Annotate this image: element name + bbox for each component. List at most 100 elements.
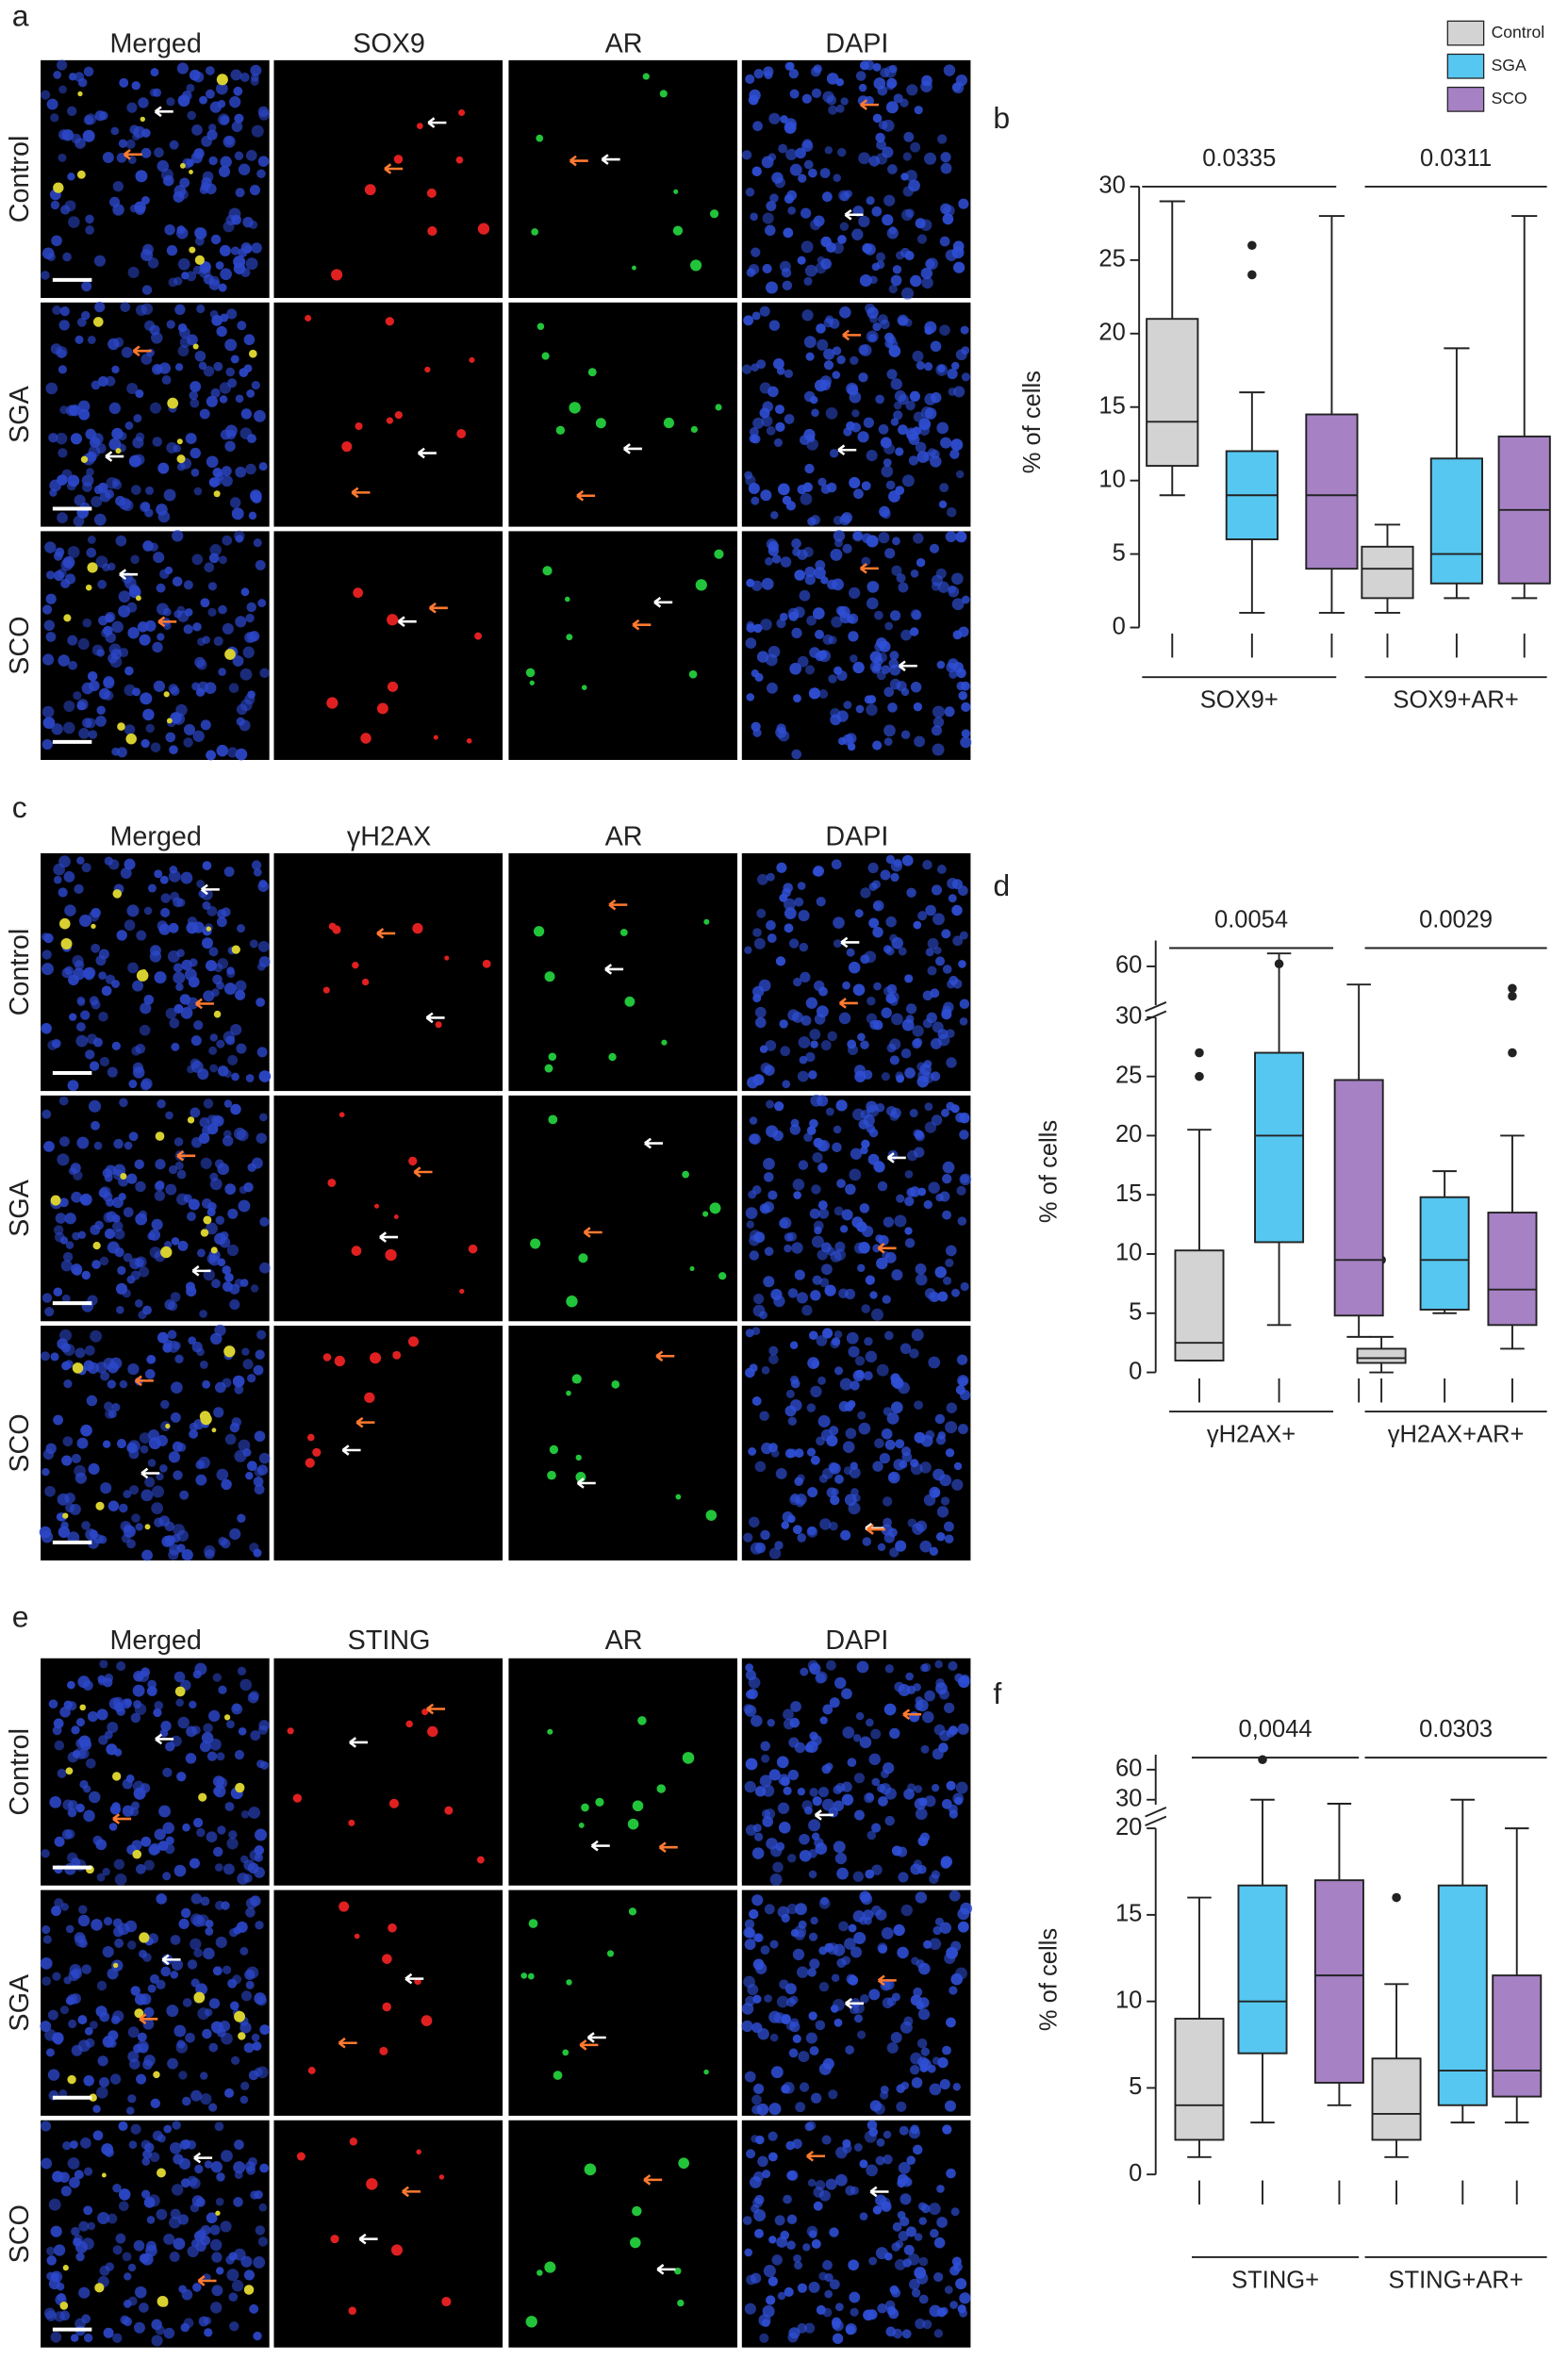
nucleus [254, 1853, 264, 1862]
signal-spot [87, 562, 98, 573]
nucleus [789, 662, 802, 675]
nucleus [98, 949, 109, 960]
nucleus [930, 988, 940, 998]
nucleus [946, 1057, 957, 1068]
nucleus [884, 1664, 894, 1674]
signal-spot [566, 634, 573, 641]
nucleus [930, 2228, 939, 2238]
nucleus [868, 156, 881, 167]
nucleus [848, 631, 859, 642]
arrow [845, 1997, 864, 2009]
nucleus [201, 176, 212, 189]
group-label: STING+AR+ [1388, 2267, 1523, 2293]
nucleus [786, 61, 795, 71]
nucleus [235, 466, 247, 478]
nucleus [188, 976, 200, 988]
signal-spot [352, 962, 359, 969]
nucleus [766, 872, 775, 882]
nucleus [149, 1246, 161, 1259]
nucleus [910, 274, 922, 288]
nucleus [48, 2198, 61, 2211]
nucleus [190, 1938, 202, 1951]
nucleus [892, 536, 900, 546]
nucleus [125, 139, 136, 150]
nucleus [83, 1785, 91, 1793]
nucleus [961, 701, 971, 713]
nucleus [91, 1919, 103, 1931]
nucleus [898, 394, 909, 405]
signal-spot [482, 959, 491, 968]
nucleus [190, 1913, 203, 1925]
micrograph [273, 302, 503, 527]
nucleus [768, 2103, 782, 2116]
nucleus [112, 1220, 124, 1232]
box [1361, 545, 1414, 600]
box [1305, 413, 1359, 570]
nucleus [140, 303, 154, 315]
nucleus [750, 1542, 763, 1555]
nucleus [949, 449, 960, 459]
signal-spot [547, 1470, 556, 1480]
outlier [1258, 1755, 1267, 1765]
nucleus [816, 897, 826, 907]
nucleus [858, 83, 867, 92]
nucleus [890, 1401, 903, 1414]
nucleus [866, 1792, 874, 1801]
nucleus [876, 252, 886, 262]
signal-spot [370, 1352, 382, 1364]
nucleus [251, 860, 262, 870]
nucleus [766, 201, 777, 212]
nucleus [259, 1262, 271, 1274]
nucleus [836, 1179, 846, 1189]
outlier [1195, 1071, 1204, 1081]
nucleus [236, 1043, 247, 1054]
nucleus [810, 2092, 822, 2104]
group-label: γH2AX+ [1207, 1421, 1296, 1447]
nucleus [784, 1448, 796, 1459]
nucleus [808, 1819, 821, 1832]
nucleus [83, 2075, 94, 2087]
nucleus [43, 619, 56, 632]
nucleus [760, 1529, 770, 1541]
nucleus [753, 2083, 765, 2094]
nucleus [257, 940, 270, 952]
nucleus [852, 1871, 865, 1882]
nucleus [157, 159, 169, 173]
nucleus [219, 395, 228, 404]
nucleus [221, 1901, 230, 1910]
nucleus [868, 1753, 881, 1766]
signal-spot [231, 945, 240, 954]
legend-swatch [1446, 86, 1485, 112]
nucleus [144, 1369, 156, 1379]
nucleus [783, 883, 794, 893]
nucleus [828, 2089, 838, 2100]
nucleus [118, 2121, 128, 2132]
nucleus [803, 1132, 813, 1143]
nucleus [851, 1108, 865, 1121]
nucleus [795, 1903, 807, 1916]
nucleus [887, 702, 898, 713]
nucleus [259, 1113, 268, 1122]
nucleus [884, 1439, 896, 1450]
nucleus [763, 2265, 776, 2278]
nucleus [745, 1207, 758, 1219]
nucleus [203, 1947, 215, 1960]
nucleus [69, 1013, 77, 1021]
nucleus [212, 1775, 225, 1788]
nucleus [922, 859, 933, 870]
nucleus [64, 904, 76, 916]
nucleus [212, 974, 223, 985]
nucleus [858, 1422, 871, 1435]
arrow [576, 1477, 596, 1489]
nucleus [781, 1521, 790, 1529]
signal-spot [627, 1818, 639, 1830]
nucleus [190, 1035, 202, 1047]
nucleus [57, 1153, 70, 1166]
nucleus [205, 1920, 214, 1928]
nucleus [849, 476, 861, 488]
micrograph-bg [508, 1890, 738, 2116]
y-tick-label: 25 [1115, 1062, 1142, 1088]
row-label: SCO [5, 617, 35, 675]
nucleus [232, 655, 244, 667]
signal-spot [714, 549, 724, 559]
